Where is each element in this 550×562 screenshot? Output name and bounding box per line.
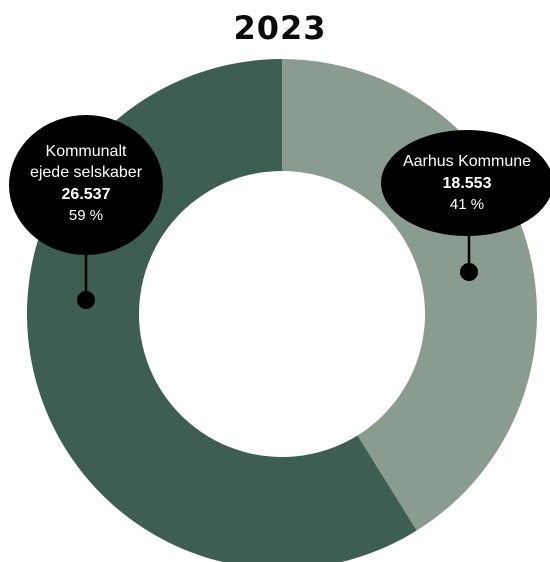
- callout-selskaber-name-line1: Kommunalt: [46, 143, 127, 160]
- callout-aarhus: Aarhus Kommune 18.553 41 %: [381, 130, 550, 281]
- callout-selskaber-value: 26.537: [62, 186, 111, 203]
- callout-selskaber-percent: 59 %: [69, 207, 103, 224]
- callout-selskaber-name-line2: ejede selskaber: [30, 164, 143, 181]
- callout-aarhus-bubble: [381, 130, 550, 236]
- callout-aarhus-name: Aarhus Kommune: [403, 153, 531, 170]
- callout-aarhus-value: 18.553: [443, 175, 492, 192]
- callout-selskaber-dot: [77, 291, 95, 309]
- callout-selskaber: Kommunalt ejede selskaber 26.537 59 %: [9, 115, 163, 309]
- callout-aarhus-dot: [460, 263, 478, 281]
- callout-aarhus-percent: 41 %: [450, 196, 484, 213]
- callout-selskaber-bubble: [9, 115, 163, 255]
- chart-title: 2023: [233, 9, 327, 47]
